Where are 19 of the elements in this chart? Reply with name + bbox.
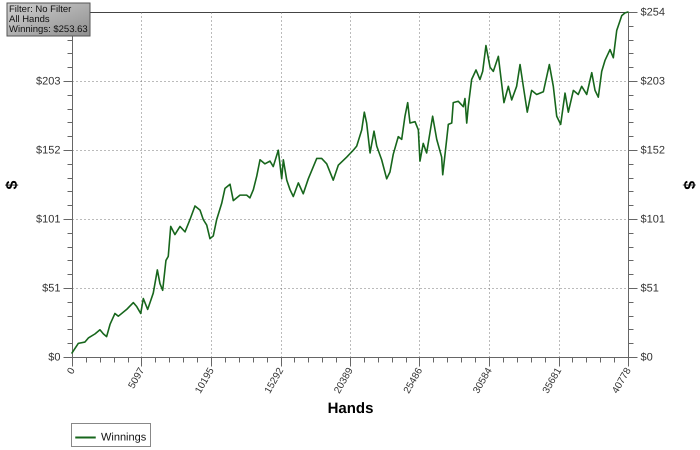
y-tick-label: $152 bbox=[36, 144, 60, 156]
x-axis-title: Hands bbox=[328, 400, 374, 418]
x-tick-label: 0 bbox=[65, 366, 78, 376]
y-tick-label: $203 bbox=[36, 76, 60, 88]
y2-tick-label: $152 bbox=[640, 144, 665, 156]
y2-tick-label: $51 bbox=[640, 282, 659, 294]
y-axis-title: $ bbox=[4, 180, 22, 190]
text: All Hands bbox=[9, 14, 50, 25]
y2-axis-title: $ bbox=[680, 180, 697, 190]
legend-label: Winnings bbox=[101, 432, 147, 444]
y-tick-label: $0 bbox=[48, 352, 60, 364]
text: Filter: No Filter bbox=[9, 4, 72, 15]
y2-tick-label: $0 bbox=[640, 352, 653, 364]
y2-tick-label: $254 bbox=[640, 6, 665, 18]
annotation: Winnings: $253.63 bbox=[9, 24, 88, 35]
y-tick-label: $101 bbox=[36, 214, 60, 226]
y-tick-label: $51 bbox=[42, 282, 60, 294]
y2-tick-label: $101 bbox=[640, 214, 665, 226]
y2-tick-label: $203 bbox=[640, 76, 665, 88]
